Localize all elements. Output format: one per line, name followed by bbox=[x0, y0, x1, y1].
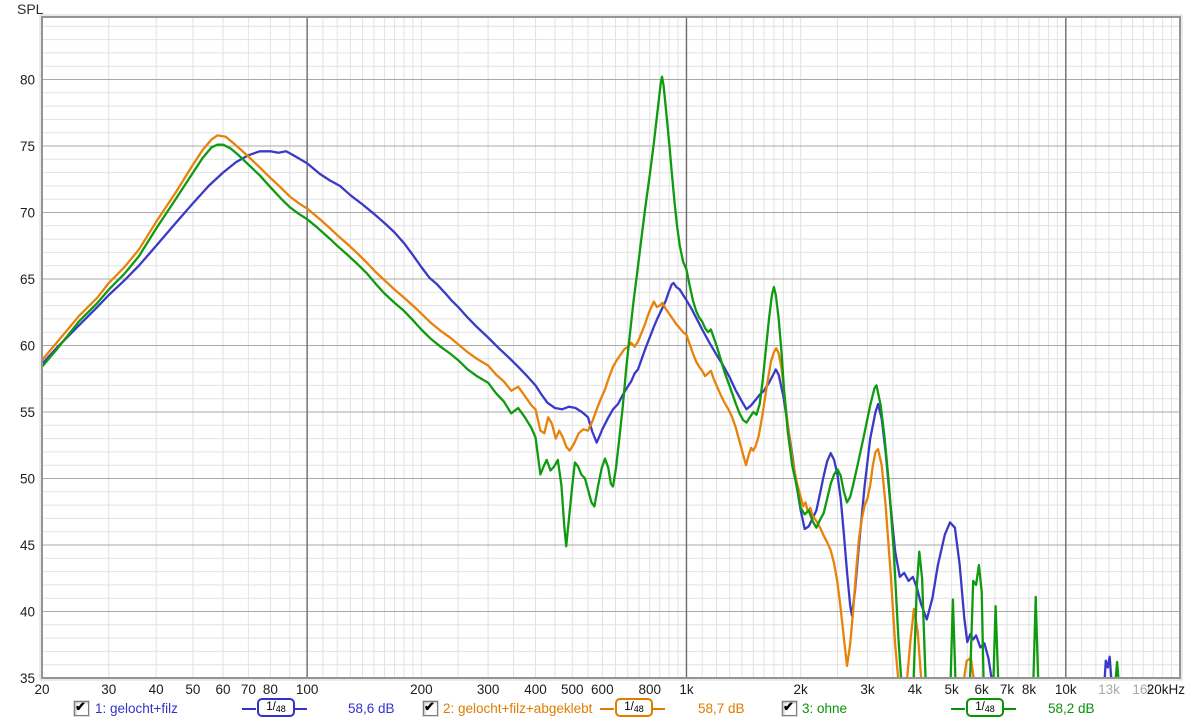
y-axis-title: SPL bbox=[17, 1, 44, 17]
smoothing-denominator: 48 bbox=[984, 704, 995, 714]
trace2-level-value: 58,7 dB bbox=[698, 701, 745, 716]
x-tick-label: 80 bbox=[263, 682, 278, 697]
curve-2 bbox=[42, 134, 975, 678]
check-icon: ✔ bbox=[783, 699, 794, 714]
x-tick-label: 500 bbox=[561, 682, 584, 697]
plot-area bbox=[42, 17, 1180, 678]
trace1-label: 1: gelocht+filz bbox=[95, 701, 178, 716]
smoothing-denominator: 48 bbox=[633, 704, 644, 714]
trace1-level-value: 58,6 dB bbox=[348, 701, 395, 716]
x-tick-label: 1k bbox=[679, 682, 694, 697]
y-tick-label: 80 bbox=[20, 73, 35, 88]
smoothing-numerator: 1/ bbox=[975, 701, 985, 713]
check-icon: ✔ bbox=[424, 699, 435, 714]
trace3-level-value: 58,2 dB bbox=[1048, 701, 1095, 716]
x-tick-label: 60 bbox=[215, 682, 230, 697]
trace2-checkbox[interactable]: ✔ bbox=[423, 699, 438, 716]
x-tick-label: 800 bbox=[638, 682, 661, 697]
x-tick-label: 2k bbox=[794, 682, 809, 697]
smoothing-denominator: 48 bbox=[275, 704, 286, 714]
trace3-line-sample-right bbox=[1002, 708, 1016, 710]
grid bbox=[42, 17, 1180, 678]
x-tick-label: 20 bbox=[34, 682, 49, 697]
x-tick-label: 300 bbox=[477, 682, 500, 697]
y-tick-label: 50 bbox=[20, 472, 35, 487]
x-tick-label: 50 bbox=[185, 682, 200, 697]
trace1-line-sample-left bbox=[242, 708, 256, 710]
x-tick-label: 13k bbox=[1098, 682, 1120, 697]
trace2-line-sample-left bbox=[600, 708, 614, 710]
trace3-line-sample-left bbox=[951, 708, 965, 710]
y-tick-label: 40 bbox=[20, 605, 35, 620]
x-tick-label: 600 bbox=[591, 682, 614, 697]
trace2-line-sample-right bbox=[651, 708, 665, 710]
x-tick-label: 200 bbox=[410, 682, 433, 697]
trace2-label: 2: gelocht+filz+abgeklebt bbox=[443, 701, 593, 716]
check-icon: ✔ bbox=[75, 699, 86, 714]
x-tick-label: 3k bbox=[860, 682, 875, 697]
x-tick-label: 100 bbox=[296, 682, 319, 697]
trace3-label: 3: ohne bbox=[802, 701, 848, 716]
x-tick-label: 30 bbox=[101, 682, 116, 697]
y-tick-label: 45 bbox=[20, 538, 35, 553]
plot-frame bbox=[41, 16, 1181, 679]
curves bbox=[42, 75, 1120, 678]
x-tick-label: 4k bbox=[908, 682, 923, 697]
trace1-smoothing-button[interactable]: 1/48 bbox=[257, 698, 295, 717]
trace3-smoothing-button[interactable]: 1/48 bbox=[966, 698, 1004, 717]
x-tick-label: 70 bbox=[241, 682, 256, 697]
y-tick-label: 55 bbox=[20, 405, 35, 420]
x-tick-label: 16k bbox=[1132, 682, 1154, 697]
y-tick-label: 35 bbox=[20, 671, 35, 686]
x-tick-label: 20kHz bbox=[1147, 682, 1186, 697]
y-tick-label: 70 bbox=[20, 206, 35, 221]
x-tick-label: 10k bbox=[1055, 682, 1077, 697]
y-tick-label: 75 bbox=[20, 139, 35, 154]
y-axis-ticks: 80 75 70 65 60 55 50 45 40 35 bbox=[20, 73, 35, 686]
curve-1 bbox=[42, 150, 1113, 678]
x-tick-label: 6k bbox=[975, 682, 990, 697]
x-tick-label: 5k bbox=[944, 682, 959, 697]
smoothing-numerator: 1/ bbox=[266, 701, 276, 713]
y-tick-label: 65 bbox=[20, 272, 35, 287]
x-tick-label: 400 bbox=[524, 682, 547, 697]
trace3-checkbox[interactable]: ✔ bbox=[782, 699, 797, 716]
y-tick-label: 60 bbox=[20, 339, 35, 354]
trace1-checkbox[interactable]: ✔ bbox=[74, 699, 89, 716]
trace2-smoothing-button[interactable]: 1/48 bbox=[615, 698, 653, 717]
x-axis-ticks: 20 30 40 50 60 70 80 100 200 300 400 500 600 800 1k 2k 3… bbox=[34, 682, 1185, 697]
smoothing-numerator: 1/ bbox=[624, 701, 634, 713]
trace1-line-sample-right bbox=[293, 708, 307, 710]
plot-frame-outer bbox=[39, 14, 1183, 681]
x-tick-label: 8k bbox=[1022, 682, 1037, 697]
x-tick-label: 40 bbox=[149, 682, 164, 697]
curve-3 bbox=[42, 75, 1120, 678]
x-tick-label: 7k bbox=[1000, 682, 1015, 697]
